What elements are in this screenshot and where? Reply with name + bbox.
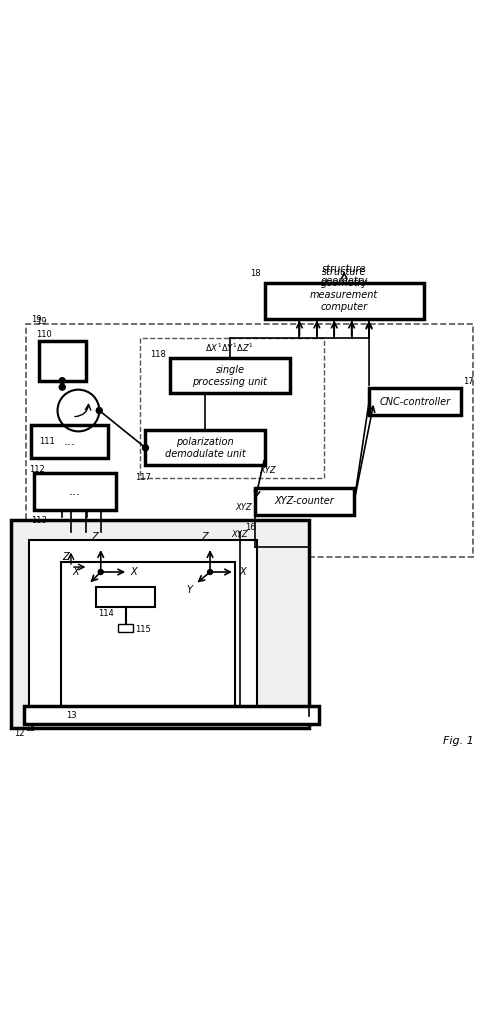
Text: 12: 12 <box>14 729 24 738</box>
Text: measurement
computer: measurement computer <box>310 290 378 312</box>
Text: Fig. 1: Fig. 1 <box>443 736 473 746</box>
FancyBboxPatch shape <box>61 562 235 712</box>
Text: Z: Z <box>62 552 69 562</box>
FancyBboxPatch shape <box>31 425 108 458</box>
Text: 19: 19 <box>36 318 46 326</box>
Text: 15: 15 <box>25 724 36 733</box>
Text: 118: 118 <box>150 349 166 358</box>
FancyBboxPatch shape <box>145 430 264 465</box>
Text: 110: 110 <box>36 330 52 339</box>
Text: 113: 113 <box>31 516 47 525</box>
Circle shape <box>207 569 212 574</box>
FancyBboxPatch shape <box>11 520 309 729</box>
Text: 111: 111 <box>39 436 55 446</box>
FancyBboxPatch shape <box>264 283 423 319</box>
Text: Y: Y <box>187 585 193 595</box>
Text: 16: 16 <box>245 523 255 532</box>
Circle shape <box>98 569 103 574</box>
FancyBboxPatch shape <box>24 706 319 724</box>
Text: X: X <box>72 567 79 578</box>
Text: X: X <box>130 567 137 578</box>
Circle shape <box>59 378 65 384</box>
FancyBboxPatch shape <box>28 540 257 719</box>
Text: structure
geometry: structure geometry <box>320 264 367 285</box>
Text: $\Delta X^1\Delta Y^1\Delta Z^1$: $\Delta X^1\Delta Y^1\Delta Z^1$ <box>205 341 254 353</box>
Text: single
processing unit: single processing unit <box>192 365 267 387</box>
Text: structure
geometry: structure geometry <box>320 267 367 288</box>
Text: Z: Z <box>91 532 98 542</box>
Circle shape <box>142 445 148 451</box>
Text: XYZ: XYZ <box>231 530 248 539</box>
FancyBboxPatch shape <box>118 624 133 631</box>
Text: 18: 18 <box>250 269 260 278</box>
Text: Z: Z <box>201 532 207 542</box>
FancyBboxPatch shape <box>369 389 461 415</box>
Text: 19: 19 <box>31 315 41 324</box>
FancyBboxPatch shape <box>38 341 86 381</box>
Text: 114: 114 <box>98 609 114 618</box>
FancyBboxPatch shape <box>33 473 116 510</box>
Text: 112: 112 <box>28 465 44 474</box>
Circle shape <box>96 408 102 414</box>
FancyBboxPatch shape <box>254 487 354 515</box>
Text: 117: 117 <box>135 473 151 482</box>
Text: ...: ... <box>64 435 76 449</box>
Text: 13: 13 <box>66 712 76 721</box>
Text: CNC-controller: CNC-controller <box>379 397 450 407</box>
Text: ...: ... <box>68 485 80 497</box>
Text: polarization
demodulate unit: polarization demodulate unit <box>165 437 245 459</box>
Text: 115: 115 <box>135 624 151 633</box>
Text: XYZ: XYZ <box>236 503 252 512</box>
FancyBboxPatch shape <box>170 358 289 393</box>
Circle shape <box>59 385 65 391</box>
Text: XYZ: XYZ <box>258 466 275 475</box>
Text: XYZ-counter: XYZ-counter <box>274 496 334 506</box>
Text: 17: 17 <box>463 377 474 386</box>
Text: X: X <box>240 567 246 578</box>
FancyBboxPatch shape <box>96 587 155 607</box>
